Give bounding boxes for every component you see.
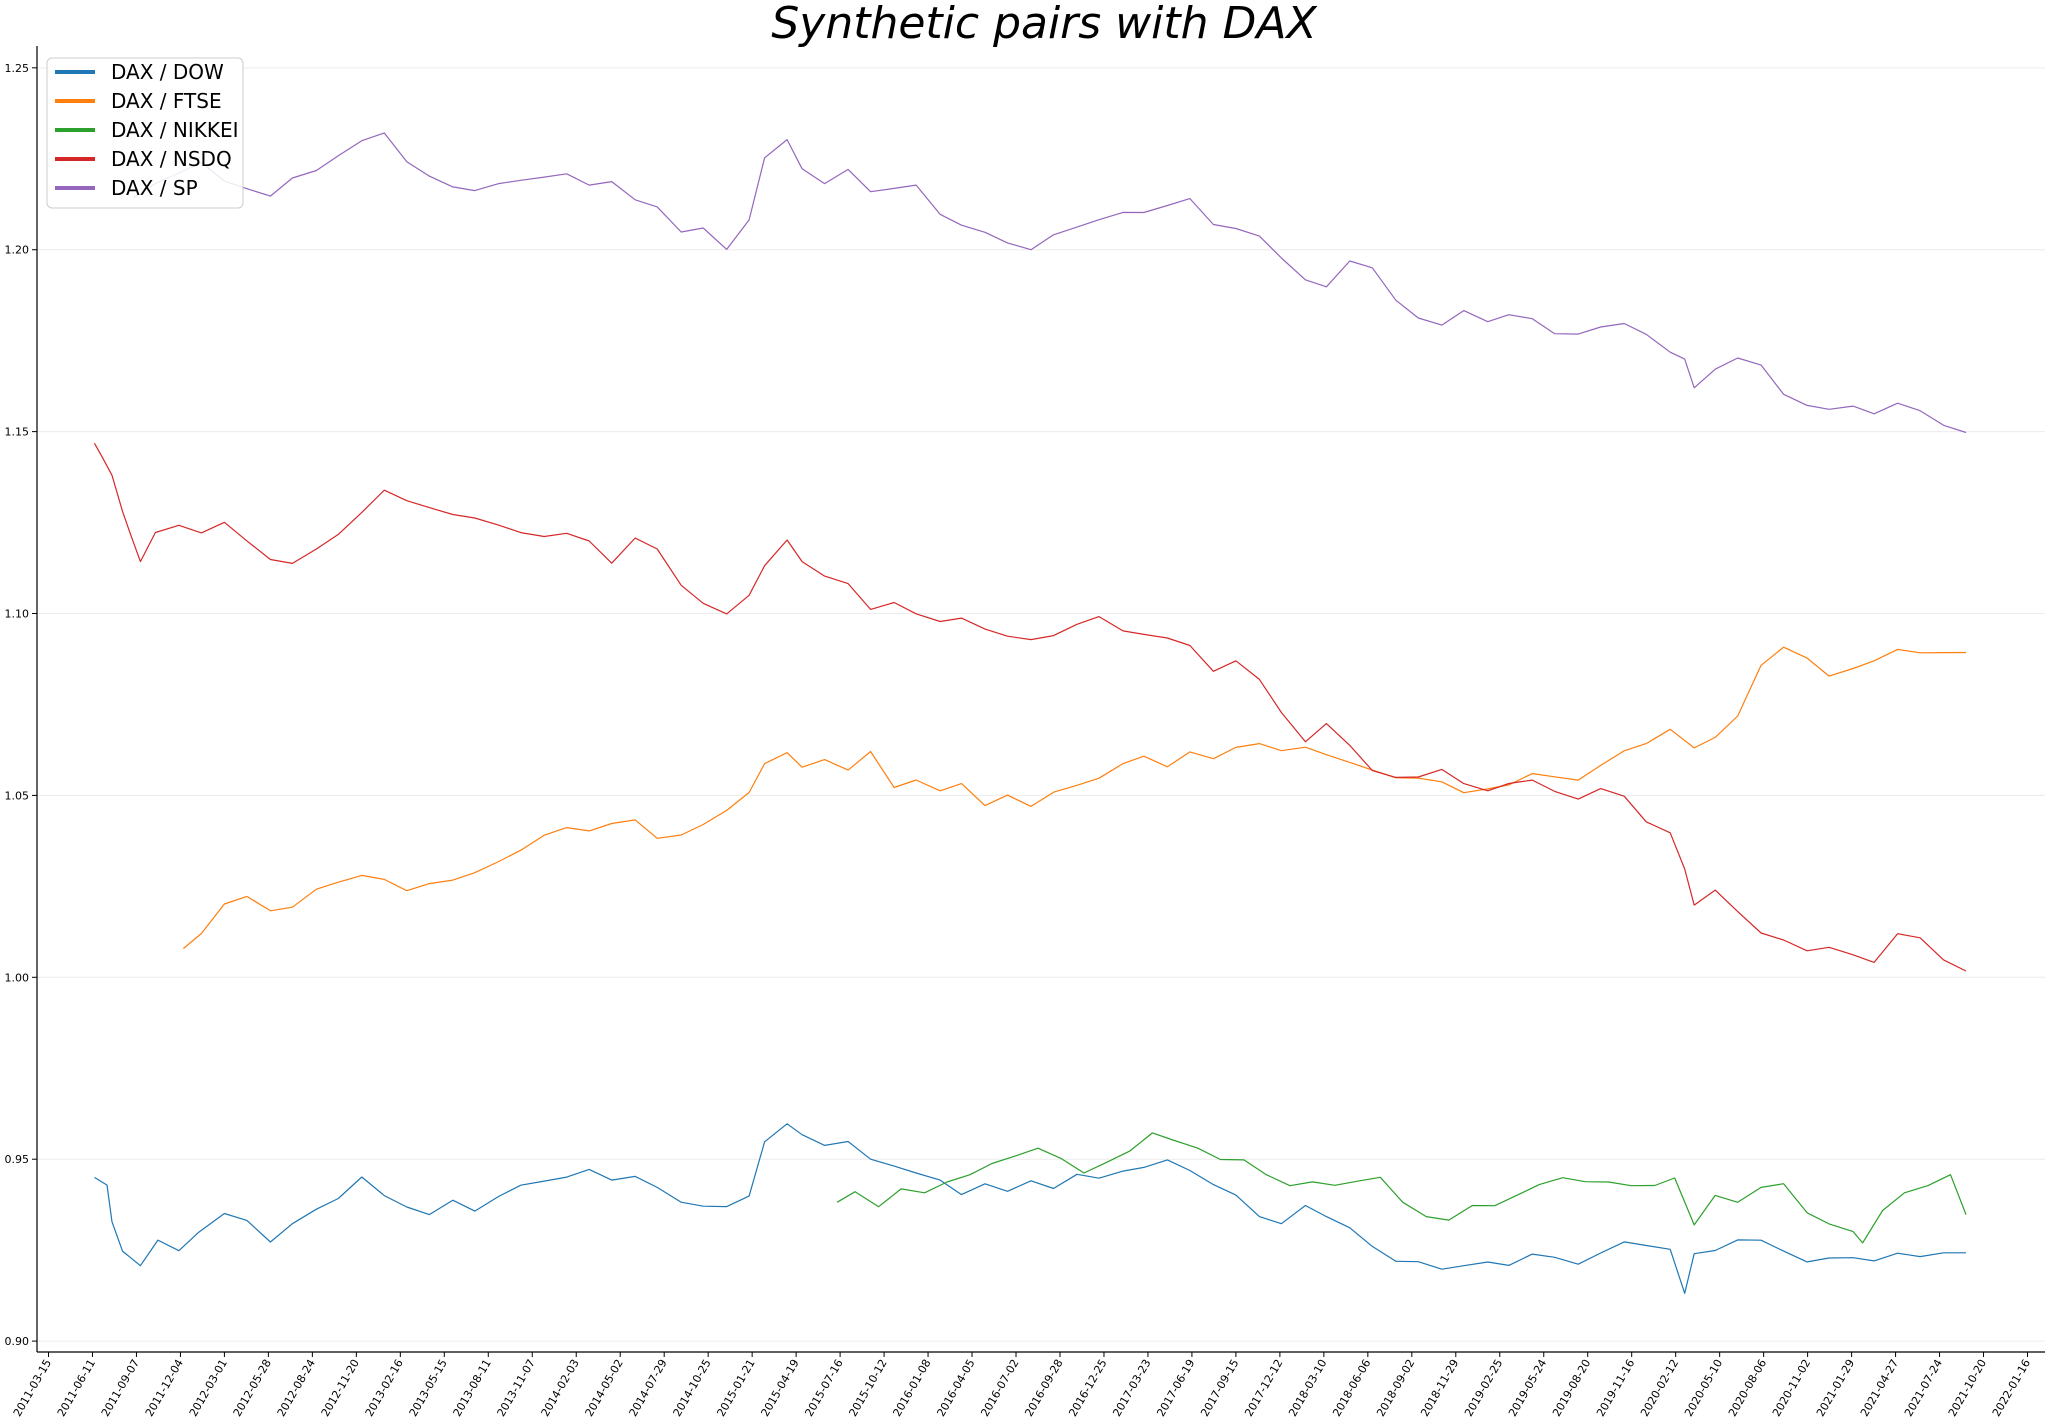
legend: DAX / DOW DAX / FTSE DAX / NIKKEI DAX / NSD… — [46, 57, 244, 209]
legend-frame — [46, 57, 244, 209]
x-tick-label-34: 2019-05-24 — [1506, 1357, 1549, 1419]
x-tick-label-26: 2017-06-19 — [1154, 1357, 1197, 1419]
x-tick-label-13: 2014-05-02 — [583, 1357, 626, 1419]
x-tick-label-21: 2016-04-05 — [934, 1357, 977, 1419]
x-tick-label-27: 2017-09-15 — [1198, 1357, 1241, 1419]
y-tick-label-0: 0.90 — [5, 1335, 30, 1348]
x-tick-label-23: 2016-09-28 — [1022, 1357, 1065, 1419]
x-tick-label-6: 2012-08-24 — [275, 1357, 318, 1419]
x-tick-label-31: 2018-09-02 — [1374, 1357, 1417, 1419]
x-tick-label-19: 2015-10-12 — [846, 1357, 889, 1419]
x-tick-label-38: 2020-05-10 — [1682, 1357, 1725, 1419]
x-tick-label-4: 2012-03-01 — [187, 1357, 230, 1419]
x-tick-label-0: 2011-03-15 — [11, 1357, 54, 1419]
y-tick-label-5: 1.15 — [5, 426, 30, 439]
series-line-0 — [94, 1123, 1966, 1294]
series-line-4 — [133, 132, 1967, 434]
x-tick-label-14: 2014-07-29 — [627, 1357, 670, 1419]
legend-label-1: DAX / FTSE — [111, 89, 222, 113]
x-tick-label-24: 2016-12-25 — [1066, 1357, 1109, 1419]
legend-label-2: DAX / NIKKEI — [111, 118, 239, 142]
x-tick-label-33: 2019-02-25 — [1462, 1357, 1505, 1419]
x-tick-label-8: 2013-02-16 — [363, 1357, 406, 1419]
x-tick-label-29: 2018-03-10 — [1286, 1357, 1329, 1419]
x-tick-label-5: 2012-05-28 — [231, 1357, 274, 1419]
x-tick-label-2: 2011-09-07 — [99, 1357, 142, 1419]
x-tick-label-42: 2021-04-27 — [1858, 1357, 1901, 1419]
x-tick-label-44: 2021-10-20 — [1946, 1357, 1989, 1419]
x-tick-label-41: 2021-01-29 — [1814, 1357, 1857, 1419]
x-tick-label-17: 2015-04-19 — [758, 1357, 801, 1419]
y-tick-label-2: 1.00 — [5, 971, 30, 984]
x-tick-label-43: 2021-07-24 — [1902, 1357, 1945, 1419]
legend-label-0: DAX / DOW — [111, 60, 224, 84]
x-tick-label-45: 2022-01-16 — [1990, 1357, 2033, 1419]
x-tick-label-20: 2016-01-08 — [890, 1357, 933, 1419]
x-tick-label-12: 2014-02-03 — [539, 1357, 582, 1419]
x-tick-label-35: 2019-08-20 — [1550, 1357, 1593, 1419]
y-gridlines — [37, 67, 2045, 1342]
axes — [36, 46, 2045, 1353]
chart-title: Synthetic pairs with DAX — [771, 0, 1317, 49]
legend-label-4: DAX / SP — [111, 176, 198, 200]
series-lines — [93, 132, 1967, 1294]
x-tick-label-36: 2019-11-16 — [1594, 1357, 1637, 1419]
x-tick-label-15: 2014-10-25 — [671, 1357, 714, 1419]
y-tick-label-6: 1.20 — [5, 244, 30, 257]
series-line-2 — [836, 1132, 1967, 1244]
x-tick-label-40: 2020-11-02 — [1770, 1357, 1813, 1419]
y-tick-label-1: 0.95 — [5, 1153, 30, 1166]
x-tick-label-10: 2013-08-11 — [451, 1357, 494, 1419]
x-tick-label-7: 2012-11-20 — [319, 1357, 362, 1419]
x-tick-label-22: 2016-07-02 — [978, 1357, 1021, 1419]
x-tick-label-9: 2013-05-15 — [407, 1357, 450, 1419]
x-tick-label-28: 2017-12-12 — [1242, 1357, 1285, 1419]
series-line-1 — [183, 646, 1967, 949]
x-tick-label-39: 2020-08-06 — [1726, 1357, 1769, 1419]
x-axis-ticks: 2011-03-15 2011-06-11 2011-09-07 2011-12-04… — [11, 1352, 2033, 1419]
series-line-3 — [93, 443, 1967, 972]
legend-label-3: DAX / NSDQ — [111, 147, 232, 171]
y-axis-ticks: 0.90 0.95 1.00 1.05 1.10 1.15 1.20 1.25 — [5, 62, 37, 1348]
x-tick-label-11: 2013-11-07 — [495, 1357, 538, 1419]
x-tick-label-30: 2018-06-06 — [1330, 1357, 1373, 1419]
y-tick-label-3: 1.05 — [5, 789, 30, 802]
y-tick-label-4: 1.10 — [5, 608, 30, 621]
x-tick-label-16: 2015-01-21 — [715, 1357, 758, 1419]
x-tick-label-32: 2018-11-29 — [1418, 1357, 1461, 1419]
x-tick-label-1: 2011-06-11 — [55, 1357, 98, 1419]
x-tick-label-3: 2011-12-04 — [143, 1357, 186, 1419]
x-tick-label-37: 2020-02-12 — [1638, 1357, 1681, 1419]
y-tick-label-7: 1.25 — [5, 62, 30, 75]
x-tick-label-18: 2015-07-16 — [802, 1357, 845, 1419]
x-tick-label-25: 2017-03-23 — [1110, 1357, 1153, 1419]
